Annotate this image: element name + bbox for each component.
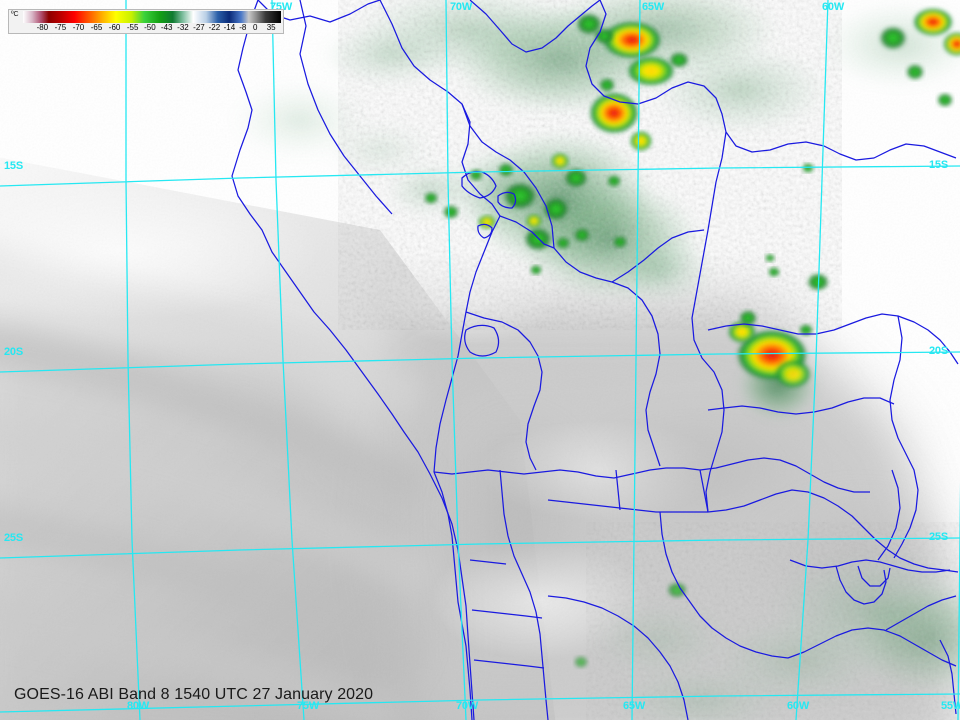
colorbar-tick-minus8: -8 xyxy=(239,23,247,32)
meridian-80W xyxy=(125,0,141,720)
colorbar-tick-0: 0 xyxy=(252,23,258,32)
colorbar-tick-minus32: -32 xyxy=(177,23,189,32)
lon-label-70W-bottom: 70W xyxy=(456,700,479,712)
parallel-27.5S xyxy=(0,693,960,713)
temperature-colorbar: ºC -80 -75 -70 -65 -60 -55 -50 -43 -32 -27 -22 -14-… xyxy=(8,9,284,34)
meridian-65W xyxy=(631,0,641,720)
colorbar-tick-minus55: -55 xyxy=(126,23,139,32)
parallel-15S xyxy=(0,165,960,187)
lat-label-20S-right: 20S xyxy=(929,345,948,357)
colorbar-tick-minus22: -22 xyxy=(208,23,221,32)
colorbar-body: -80 -75 -70 -65 -60 -55 -50 -43 -32 -27 -22 -14 -8 0 3… xyxy=(23,10,283,33)
political-borders-layer xyxy=(231,0,959,720)
lat-label-15S-left: 15S xyxy=(4,160,23,172)
colorbar-tick-labels: -80 -75 -70 -65 -60 -55 -50 -43 -32 -27 -22 -14 -8 0 3… xyxy=(23,23,281,34)
parallel-25S xyxy=(0,537,960,559)
colorbar-tick-minus14: -14 xyxy=(223,23,236,32)
colorbar-unit-label: ºC xyxy=(11,11,19,18)
colorbar-gradient xyxy=(23,11,281,23)
lat-label-25S-left: 25S xyxy=(4,532,23,544)
lon-label-75W-bottom: 75W xyxy=(297,700,320,712)
lat-label-25S-right: 25S xyxy=(929,531,948,543)
lon-label-75W-top: 75W xyxy=(270,1,293,13)
colorbar-tick-minus60: -60 xyxy=(108,23,121,32)
colorbar-tick-minus50: -50 xyxy=(144,23,156,32)
colorbar-tick-35: 35 xyxy=(266,23,276,32)
meridian-60W xyxy=(795,0,829,720)
colorbar-tick-minus70: -70 xyxy=(72,23,85,32)
parallel-20S xyxy=(0,351,960,373)
lon-label-70W-top: 70W xyxy=(450,1,473,13)
colorbar-tick-minus80: -80 xyxy=(36,23,49,32)
meridian-55W xyxy=(957,481,960,720)
meridian-75W xyxy=(271,0,305,720)
lat-label-20S-left: 20S xyxy=(4,346,23,358)
colorbar-tick-minus27: -27 xyxy=(193,23,205,32)
lon-label-55W-bottom: 55W xyxy=(941,700,960,712)
meridian-70W xyxy=(445,0,467,720)
lon-label-60W-bottom: 60W xyxy=(787,700,810,712)
lon-label-65W-top: 65W xyxy=(642,1,665,13)
lat-label-15S-right: 15S xyxy=(929,159,948,171)
image-caption: GOES-16 ABI Band 8 1540 UTC 27 January 2… xyxy=(14,686,374,703)
lon-label-65W-bottom: 65W xyxy=(623,700,646,712)
colorbar-tick-minus75: -75 xyxy=(54,23,67,32)
lon-label-60W-top: 60W xyxy=(822,1,845,13)
colorbar-tick-minus43: -43 xyxy=(160,23,173,32)
colorbar-tick-minus65: -65 xyxy=(90,23,103,32)
lon-label-80W-bottom: 80W xyxy=(127,700,150,712)
